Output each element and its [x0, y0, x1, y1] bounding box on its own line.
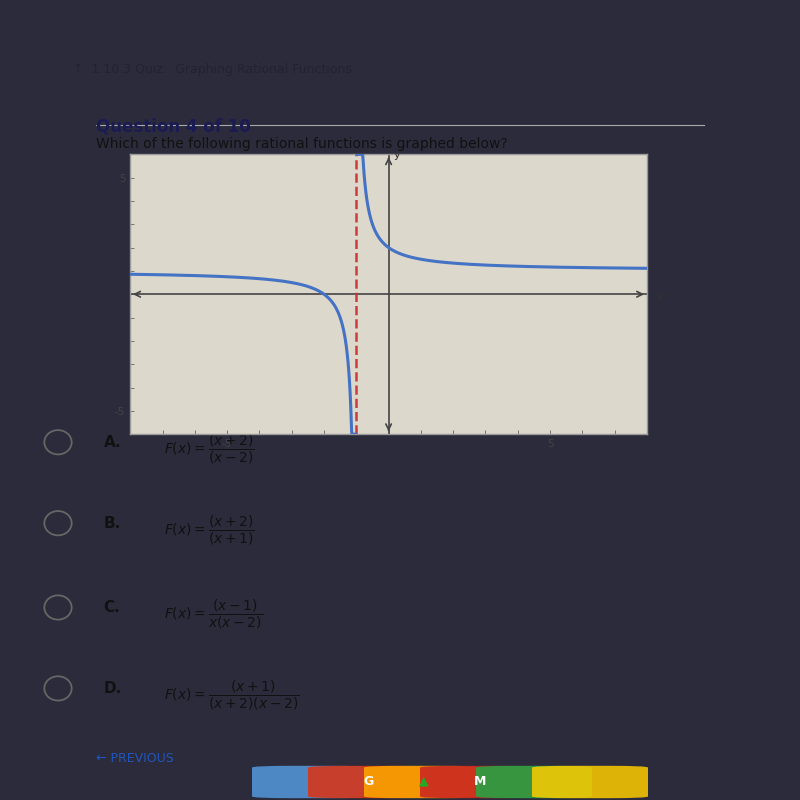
- FancyBboxPatch shape: [476, 766, 592, 798]
- FancyBboxPatch shape: [364, 766, 480, 798]
- Text: ▲: ▲: [419, 774, 429, 788]
- FancyBboxPatch shape: [252, 766, 368, 798]
- Text: ← PREVIOUS: ← PREVIOUS: [96, 752, 174, 765]
- Text: B.: B.: [104, 516, 121, 530]
- Text: x: x: [657, 292, 663, 302]
- Text: Question 4 of 10: Question 4 of 10: [96, 118, 250, 135]
- Point: [699, 121, 709, 130]
- Text: D.: D.: [104, 681, 122, 696]
- FancyBboxPatch shape: [308, 766, 424, 798]
- Text: $F(x) = \dfrac{(x+2)}{(x-2)}$: $F(x) = \dfrac{(x+2)}{(x-2)}$: [165, 432, 255, 466]
- FancyBboxPatch shape: [420, 766, 536, 798]
- Text: y: y: [394, 150, 400, 160]
- Text: C.: C.: [104, 600, 120, 615]
- FancyBboxPatch shape: [532, 766, 648, 798]
- Text: $F(x) = \dfrac{(x-1)}{x(x-2)}$: $F(x) = \dfrac{(x-1)}{x(x-2)}$: [165, 598, 263, 631]
- Text: ↑  1.10.3 Quiz:  Graphing Rational Functions: ↑ 1.10.3 Quiz: Graphing Rational Functio…: [74, 63, 352, 77]
- Text: A.: A.: [104, 434, 122, 450]
- Text: M: M: [474, 774, 486, 788]
- Text: $F(x) = \dfrac{(x+2)}{(x+1)}$: $F(x) = \dfrac{(x+2)}{(x+1)}$: [165, 514, 255, 546]
- Text: G: G: [363, 774, 373, 788]
- Point: [91, 121, 101, 130]
- Text: Which of the following rational functions is graphed below?: Which of the following rational function…: [96, 138, 508, 151]
- Text: $F(x) = \dfrac{(x+1)}{(x+2)(x-2)}$: $F(x) = \dfrac{(x+1)}{(x+2)(x-2)}$: [165, 678, 300, 712]
